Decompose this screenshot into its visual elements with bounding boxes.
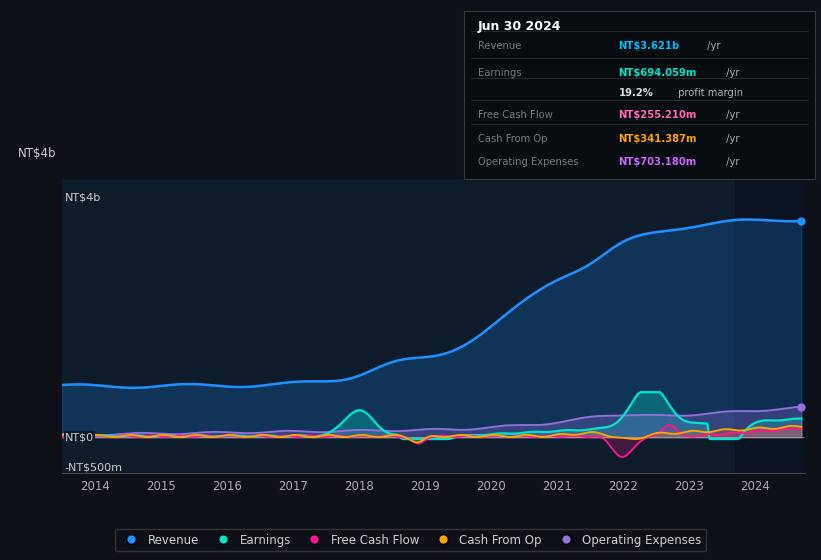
Text: NT$255.210m: NT$255.210m bbox=[618, 110, 697, 120]
Text: Earnings: Earnings bbox=[478, 68, 521, 78]
Text: Revenue: Revenue bbox=[478, 41, 521, 52]
Text: NT$0: NT$0 bbox=[65, 432, 94, 442]
Text: NT$703.180m: NT$703.180m bbox=[618, 157, 697, 167]
Text: NT$4b: NT$4b bbox=[18, 147, 57, 160]
Text: NT$4b: NT$4b bbox=[65, 192, 101, 202]
Bar bbox=[736, 179, 805, 473]
Text: profit margin: profit margin bbox=[675, 88, 743, 99]
Text: Cash From Op: Cash From Op bbox=[478, 134, 548, 144]
Text: Operating Expenses: Operating Expenses bbox=[478, 157, 579, 167]
Text: -NT$500m: -NT$500m bbox=[65, 462, 123, 472]
Text: NT$341.387m: NT$341.387m bbox=[618, 134, 697, 144]
Text: /yr: /yr bbox=[722, 157, 740, 167]
Text: /yr: /yr bbox=[704, 41, 720, 52]
Text: 19.2%: 19.2% bbox=[618, 88, 654, 99]
Text: /yr: /yr bbox=[722, 110, 740, 120]
Text: NT$694.059m: NT$694.059m bbox=[618, 68, 697, 78]
Text: Free Cash Flow: Free Cash Flow bbox=[478, 110, 553, 120]
Legend: Revenue, Earnings, Free Cash Flow, Cash From Op, Operating Expenses: Revenue, Earnings, Free Cash Flow, Cash … bbox=[115, 529, 706, 551]
Text: NT$3.621b: NT$3.621b bbox=[618, 41, 680, 52]
Text: /yr: /yr bbox=[722, 134, 740, 144]
Text: Jun 30 2024: Jun 30 2024 bbox=[478, 20, 562, 32]
Text: /yr: /yr bbox=[722, 68, 740, 78]
